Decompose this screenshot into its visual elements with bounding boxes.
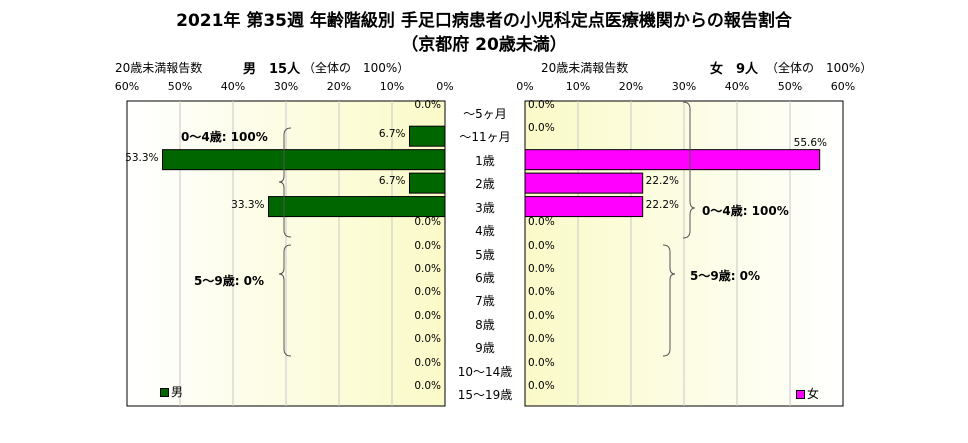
female-tick-label: 60% bbox=[830, 80, 856, 93]
legend-male: 男 bbox=[160, 383, 183, 400]
category-label: 9歳 bbox=[475, 341, 495, 356]
female-group-label-5-9: 5～9歳: 0% bbox=[690, 269, 761, 283]
category-label: ～5ヶ月 bbox=[463, 106, 507, 121]
female-header-note: （全体の 100%） bbox=[766, 61, 873, 75]
male-value-label: 0.0% bbox=[414, 98, 441, 111]
category-label: 8歳 bbox=[475, 317, 495, 332]
female-brace-5-9 bbox=[662, 244, 676, 357]
male-value-label: 6.7% bbox=[378, 175, 406, 188]
male-tick-label: 60% bbox=[114, 80, 140, 93]
legend-male-label: 男 bbox=[171, 385, 184, 399]
female-value-label: 55.6% bbox=[793, 136, 828, 149]
category-label: 10～14歳 bbox=[457, 364, 513, 379]
female-tick-label: 50% bbox=[777, 80, 803, 93]
female-value-label: 0.0% bbox=[528, 380, 555, 393]
male-brace-5-9 bbox=[278, 244, 292, 357]
male-header-label: 20歳未満報告数 bbox=[115, 61, 203, 75]
male-bar bbox=[408, 125, 446, 147]
male-group-label-0-4: 0～4歳: 100% bbox=[181, 130, 268, 144]
female-tick-label: 40% bbox=[724, 80, 750, 93]
female-group-label-0-4: 0～4歳: 100% bbox=[702, 204, 789, 218]
female-bar bbox=[524, 149, 821, 171]
female-value-label: 0.0% bbox=[528, 262, 555, 275]
female-value-label: 0.0% bbox=[528, 309, 555, 322]
male-tick-label: 10% bbox=[379, 80, 405, 93]
female-value-label: 0.0% bbox=[528, 98, 555, 111]
chart-title: 2021年 第35週 年齢階級別 手足口病患者の小児科定点医療機関からの報告割合 bbox=[176, 11, 792, 31]
chart-subtitle: （京都府 20歳未満） bbox=[401, 35, 567, 55]
category-label: 5歳 bbox=[475, 247, 495, 262]
male-tick-label: 30% bbox=[273, 80, 299, 93]
female-value-label: 0.0% bbox=[528, 122, 555, 135]
category-label: 4歳 bbox=[475, 224, 495, 239]
male-header-note: （全体の 100%） bbox=[303, 61, 410, 75]
male-bar bbox=[268, 196, 446, 218]
female-value-label: 0.0% bbox=[528, 239, 555, 252]
male-tick-label: 20% bbox=[326, 80, 352, 93]
female-value-label: 0.0% bbox=[528, 216, 555, 229]
male-value-label: 0.0% bbox=[414, 380, 441, 393]
male-value-label: 33.3% bbox=[231, 198, 265, 211]
female-header-count: 女 9人 bbox=[710, 62, 759, 77]
male-value-label: 6.7% bbox=[378, 128, 406, 141]
male-tick-label: 0% bbox=[436, 80, 454, 93]
male-header-count: 男 15人 bbox=[243, 62, 301, 77]
female-tick-label: 20% bbox=[618, 80, 644, 93]
male-value-label: 0.0% bbox=[414, 333, 441, 346]
male-value-label: 0.0% bbox=[414, 239, 441, 252]
legend-male-swatch bbox=[160, 388, 169, 397]
male-tick-label: 40% bbox=[220, 80, 246, 93]
female-bar bbox=[524, 172, 644, 194]
female-value-label: 22.2% bbox=[645, 175, 680, 188]
male-value-label: 0.0% bbox=[414, 216, 441, 229]
male-value-label: 0.0% bbox=[414, 286, 441, 299]
male-brace-0-4 bbox=[278, 127, 292, 238]
male-value-label: 53.3% bbox=[125, 151, 159, 164]
female-tick-label: 10% bbox=[565, 80, 591, 93]
legend-female-swatch bbox=[796, 390, 805, 399]
female-tick-label: 0% bbox=[516, 80, 534, 93]
category-label: 1歳 bbox=[475, 153, 495, 168]
category-label: 15～19歳 bbox=[457, 388, 513, 403]
female-value-label: 0.0% bbox=[528, 286, 555, 299]
category-label: 7歳 bbox=[475, 294, 495, 309]
category-label: 6歳 bbox=[475, 270, 495, 285]
category-label: 2歳 bbox=[475, 177, 495, 192]
male-value-label: 0.0% bbox=[414, 309, 441, 322]
legend-female: 女 bbox=[796, 385, 819, 402]
male-group-label-5-9: 5～9歳: 0% bbox=[194, 274, 265, 288]
female-value-label: 0.0% bbox=[528, 333, 555, 346]
male-value-label: 0.0% bbox=[414, 262, 441, 275]
female-header-label: 20歳未満報告数 bbox=[541, 61, 629, 75]
male-tick-label: 50% bbox=[167, 80, 193, 93]
category-label: ～11ヶ月 bbox=[459, 130, 511, 145]
male-bar bbox=[162, 149, 446, 171]
category-label: 3歳 bbox=[475, 200, 495, 215]
female-tick-label: 30% bbox=[671, 80, 697, 93]
male-value-label: 0.0% bbox=[414, 356, 441, 369]
female-brace-0-4 bbox=[682, 101, 696, 239]
male-bar bbox=[408, 172, 446, 194]
female-value-label: 22.2% bbox=[645, 198, 680, 211]
female-bar bbox=[524, 196, 644, 218]
female-value-label: 0.0% bbox=[528, 356, 555, 369]
legend-female-label: 女 bbox=[807, 387, 820, 401]
